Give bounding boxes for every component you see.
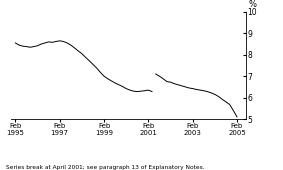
Text: Series break at April 2001; see paragraph 13 of Explanatory Notes.: Series break at April 2001; see paragrap… (6, 165, 204, 170)
Text: %: % (249, 0, 257, 9)
